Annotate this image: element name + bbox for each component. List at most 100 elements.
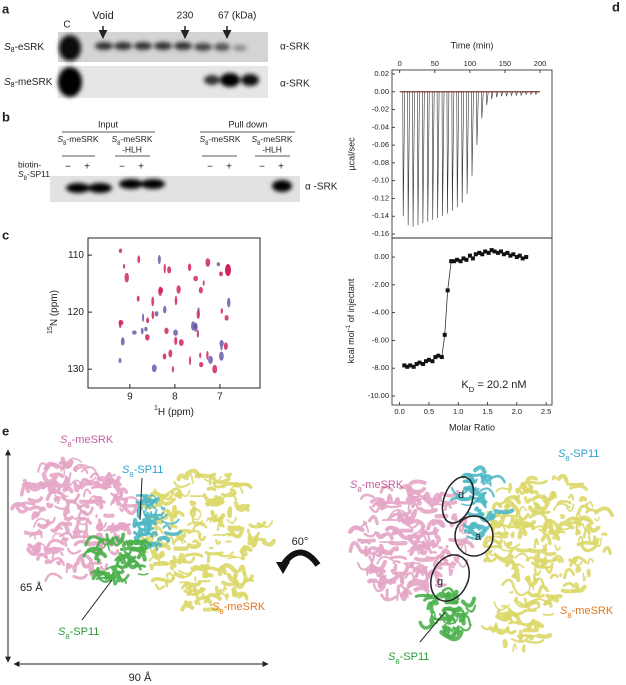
ribbon	[511, 573, 517, 579]
ribbon	[531, 559, 549, 568]
ribbon	[154, 583, 165, 590]
rotation-arrowhead	[276, 562, 290, 574]
y-tick-label: 0.02	[374, 69, 389, 78]
injection-peak	[466, 91, 469, 195]
ribbon	[237, 593, 249, 601]
data-point	[492, 249, 497, 254]
ribbon	[130, 545, 149, 551]
ribbon	[226, 569, 239, 583]
ribbon	[409, 546, 425, 556]
x-tick-label: 200	[534, 59, 547, 68]
ribbon	[123, 549, 133, 556]
ribbon	[49, 557, 66, 567]
ribbon	[426, 542, 439, 549]
ribbon	[28, 505, 44, 513]
ribbon	[363, 531, 377, 538]
ribbon	[508, 482, 513, 494]
nmr-peak	[167, 266, 172, 274]
injection-peak	[402, 91, 406, 217]
ribbon	[173, 480, 191, 488]
ribbon	[69, 479, 84, 490]
ribbon	[586, 568, 591, 578]
nmr-peak	[140, 327, 144, 335]
ribbon	[436, 535, 442, 545]
ribbon	[430, 550, 438, 555]
ribbon	[510, 531, 515, 539]
ribbon	[187, 521, 206, 527]
ribbon	[136, 551, 147, 562]
ribbon	[405, 519, 426, 529]
nmr-peak	[120, 337, 125, 346]
ribbon	[484, 551, 499, 563]
ribbon	[517, 527, 528, 540]
ribbon	[560, 513, 566, 520]
ribbon	[406, 581, 427, 590]
sign: +	[84, 162, 90, 173]
y-tick-label: -0.12	[372, 193, 389, 202]
marker-arrows	[98, 26, 232, 39]
ribbon	[85, 522, 88, 532]
ribbon	[112, 577, 118, 586]
ribbon	[429, 615, 435, 625]
x-tick-label: 8	[172, 392, 178, 403]
ribbon	[172, 537, 187, 546]
ribbon	[59, 531, 74, 540]
ribbon	[229, 526, 245, 539]
data-point	[452, 259, 457, 264]
nmr-peak	[202, 280, 205, 286]
ribbon	[466, 472, 483, 477]
ribbon	[149, 542, 159, 551]
ribbon	[527, 502, 540, 514]
nmr-peak	[199, 352, 202, 359]
injection-peak	[451, 91, 455, 211]
nmr-peak	[154, 311, 159, 317]
ribbon	[231, 588, 238, 597]
ribbon	[551, 475, 557, 481]
ribbon	[488, 474, 506, 484]
ribbon	[462, 478, 477, 484]
ribbon	[586, 501, 594, 508]
marker-label: 230	[177, 11, 194, 22]
ribbon	[404, 571, 416, 583]
ribbon	[175, 533, 187, 540]
ribbon	[160, 506, 166, 511]
ribbon	[60, 456, 74, 469]
ribbon	[359, 493, 375, 500]
ribbon	[36, 521, 50, 530]
ribbon	[511, 563, 525, 571]
data-point	[430, 359, 435, 364]
ribbon	[189, 506, 197, 518]
nmr-peak	[206, 350, 209, 360]
ribbon	[414, 568, 424, 580]
injection-peak	[500, 91, 504, 97]
y-tick-label: -4.00	[372, 308, 389, 317]
ribbon	[514, 552, 530, 562]
ribbon	[396, 584, 401, 594]
ribbon	[540, 533, 552, 546]
data-point	[499, 249, 504, 254]
ribbon	[98, 476, 108, 480]
ribbon	[516, 618, 522, 624]
ribbon	[110, 491, 120, 497]
ribbon	[229, 555, 237, 559]
ribbon	[414, 556, 434, 563]
ribbon	[74, 517, 85, 521]
nmr-peak	[226, 297, 231, 308]
group-lines	[62, 131, 295, 157]
x-tick-label: 150	[499, 59, 512, 68]
ribbon	[170, 560, 177, 571]
ribbon	[602, 545, 612, 556]
nmr-peak	[151, 310, 155, 320]
ribbon	[442, 500, 458, 505]
ribbon	[186, 473, 194, 484]
ribbon	[567, 517, 581, 524]
ribbon	[215, 539, 222, 545]
nmr-peak	[146, 317, 150, 324]
data-point	[508, 253, 513, 258]
ribbon	[26, 482, 44, 492]
ribbon	[493, 625, 510, 635]
ribbon	[208, 475, 212, 486]
ribbon	[137, 572, 149, 576]
nmr-peak	[141, 313, 145, 323]
ribbon	[517, 603, 531, 608]
